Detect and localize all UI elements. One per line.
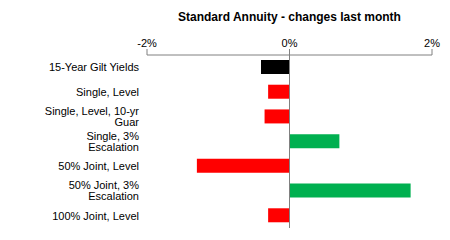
svg-text:2%: 2% — [424, 37, 440, 49]
svg-text:Single, Level, 10-yrGuar: Single, Level, 10-yrGuar — [45, 105, 139, 128]
svg-text:50% Joint, Level: 50% Joint, Level — [58, 160, 139, 172]
svg-text:50% Joint, 3%Escalation: 50% Joint, 3%Escalation — [69, 179, 140, 202]
svg-text:-2%: -2% — [137, 37, 157, 49]
svg-text:100% Joint, Level: 100% Joint, Level — [52, 210, 139, 222]
html-text:Standard Annuity - changes las: Standard Annuity - changes last month — [178, 10, 401, 24]
svg-text:Single, Level: Single, Level — [76, 86, 139, 98]
svg-text:Single, 3%Escalation: Single, 3%Escalation — [86, 130, 139, 153]
svg-text:15-Year Gilt Yields: 15-Year Gilt Yields — [49, 61, 140, 73]
svg-text:0%: 0% — [282, 37, 298, 49]
